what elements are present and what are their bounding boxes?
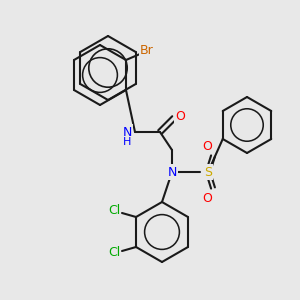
Text: O: O (202, 191, 212, 205)
Text: Br: Br (140, 44, 154, 56)
Text: S: S (204, 166, 212, 178)
Text: O: O (175, 110, 185, 122)
Text: O: O (202, 140, 212, 152)
Text: H: H (123, 137, 131, 147)
Text: Cl: Cl (108, 205, 120, 218)
Text: N: N (167, 166, 177, 178)
Text: Cl: Cl (108, 247, 120, 260)
Text: N: N (122, 125, 132, 139)
